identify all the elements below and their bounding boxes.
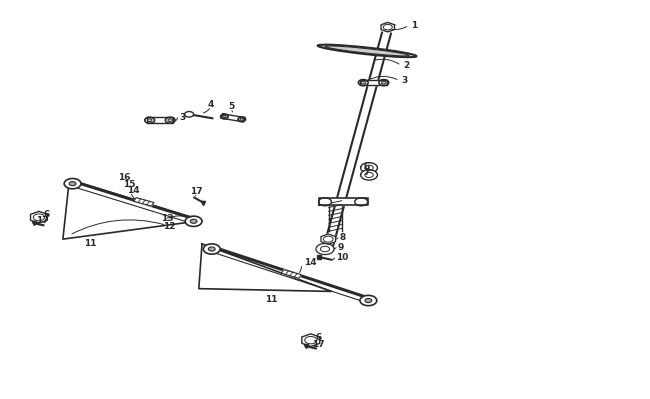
Polygon shape [381,22,395,32]
Circle shape [238,117,246,122]
Polygon shape [221,114,245,122]
Polygon shape [321,234,335,244]
Text: 14: 14 [127,186,140,195]
Circle shape [69,182,76,186]
Circle shape [355,198,368,206]
Circle shape [360,295,377,306]
Text: 11: 11 [84,239,97,248]
Text: 4: 4 [207,100,214,109]
Polygon shape [147,117,174,123]
Text: 5: 5 [228,102,234,111]
Circle shape [185,216,202,227]
Circle shape [382,81,386,84]
Circle shape [190,219,197,223]
Text: 13: 13 [161,214,174,223]
Circle shape [222,115,226,118]
Circle shape [209,247,215,251]
Polygon shape [360,80,387,85]
Text: 14: 14 [304,259,317,267]
Polygon shape [134,198,154,206]
Circle shape [240,118,244,120]
Polygon shape [31,211,47,223]
Circle shape [361,163,378,173]
Ellipse shape [318,45,417,57]
Text: 2: 2 [403,61,410,70]
Circle shape [168,119,172,122]
Circle shape [165,117,175,123]
Ellipse shape [325,46,409,56]
Polygon shape [318,198,368,205]
Circle shape [185,112,194,117]
Text: 17: 17 [36,216,48,225]
Polygon shape [302,334,320,346]
Circle shape [318,198,332,206]
Text: 6: 6 [363,162,369,171]
Text: 15: 15 [123,180,136,189]
Text: 6: 6 [316,333,322,342]
Circle shape [358,80,368,86]
Text: 8: 8 [339,233,346,242]
Circle shape [379,80,389,86]
Text: 17: 17 [190,187,203,196]
Circle shape [365,298,372,302]
Text: 16: 16 [118,173,131,182]
Text: 11: 11 [265,295,278,304]
Circle shape [361,170,378,180]
Circle shape [203,244,220,254]
Circle shape [220,114,228,119]
Circle shape [64,178,81,189]
Text: 7: 7 [363,168,370,178]
Circle shape [316,243,334,255]
Text: 9: 9 [337,243,344,251]
Circle shape [361,81,365,84]
Text: 6: 6 [44,210,49,219]
Text: 3: 3 [401,76,408,85]
Text: 3: 3 [179,113,186,122]
Text: 12: 12 [163,222,176,231]
Polygon shape [281,270,302,279]
Text: 17: 17 [312,340,325,349]
Circle shape [145,117,155,123]
Circle shape [148,119,152,122]
Text: 1: 1 [411,21,417,30]
Text: 10: 10 [336,253,348,262]
